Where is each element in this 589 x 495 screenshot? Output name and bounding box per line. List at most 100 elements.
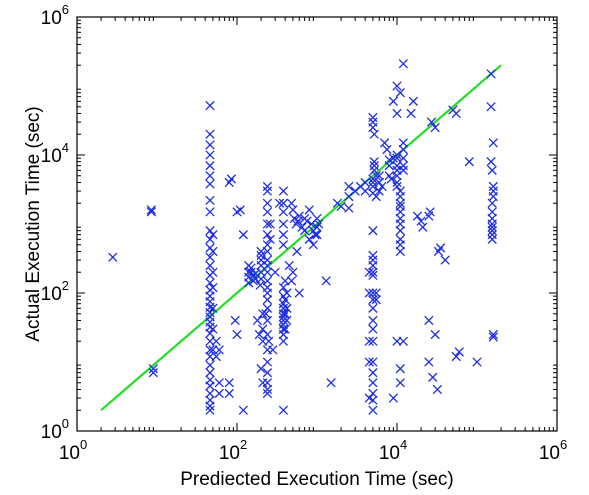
data-point <box>215 389 223 397</box>
data-point <box>206 279 214 287</box>
data-point <box>369 316 377 324</box>
data-point <box>239 230 247 238</box>
data-point <box>322 277 330 285</box>
data-point <box>488 166 496 174</box>
data-point <box>206 208 214 216</box>
y-tick-labels: 100 102 104 106 <box>41 2 69 443</box>
data-point <box>425 316 433 324</box>
data-point <box>279 230 287 238</box>
data-point <box>206 226 214 234</box>
data-point <box>489 182 497 190</box>
data-point <box>206 172 214 180</box>
data-point <box>209 230 217 238</box>
data-point <box>396 379 404 387</box>
data-point <box>247 264 255 272</box>
x-tick-label: 102 <box>219 437 247 464</box>
data-point <box>279 187 287 195</box>
data-point <box>225 389 233 397</box>
data-point <box>425 358 433 366</box>
data-point <box>206 382 214 390</box>
data-point <box>263 268 271 276</box>
data-point <box>236 206 244 214</box>
data-point <box>389 97 397 105</box>
data-point <box>487 157 495 165</box>
data-point <box>313 230 321 238</box>
data-point <box>417 217 425 225</box>
fit-line <box>101 65 501 410</box>
data-point <box>263 182 271 190</box>
y-axis-label: Actual Execution Time (sec) <box>23 106 44 341</box>
data-point <box>206 151 214 159</box>
data-point <box>239 406 247 414</box>
data-point <box>370 130 378 138</box>
x-tick-label: 106 <box>539 437 567 464</box>
data-point <box>279 241 287 249</box>
data-point <box>206 361 214 369</box>
data-point <box>215 379 223 387</box>
data-point <box>206 368 214 376</box>
data-point <box>212 337 220 345</box>
y-tick-label: 102 <box>41 278 69 305</box>
data-point <box>209 283 217 291</box>
y-tick-label: 104 <box>41 140 69 167</box>
data-point <box>279 199 287 207</box>
data-point <box>361 178 369 186</box>
data-point <box>206 180 214 188</box>
data-point <box>269 346 277 354</box>
data-point <box>309 241 317 249</box>
data-point <box>231 316 239 324</box>
data-point <box>488 235 496 243</box>
data-point <box>263 208 271 216</box>
data-point <box>206 101 214 109</box>
x-axis-label: Prediected Execution Time (sec) <box>180 469 454 490</box>
data-point <box>399 145 407 153</box>
data-point <box>365 394 373 402</box>
data-point <box>369 251 377 259</box>
data-point <box>370 157 378 165</box>
data-point <box>147 208 155 216</box>
data-point <box>489 192 497 200</box>
data-point <box>399 337 407 345</box>
data-point <box>206 329 214 337</box>
data-point <box>393 182 401 190</box>
data-point <box>452 109 460 117</box>
data-point <box>265 337 273 345</box>
data-point <box>206 161 214 169</box>
data-point <box>369 325 377 333</box>
data-point <box>345 204 353 212</box>
data-point <box>396 364 404 372</box>
data-point <box>263 199 271 207</box>
data-point <box>263 230 271 238</box>
x-tick-label: 100 <box>59 437 87 464</box>
data-point <box>225 178 233 186</box>
data-point <box>369 406 377 414</box>
data-point <box>370 161 378 169</box>
data-point <box>263 187 271 195</box>
data-point <box>206 141 214 149</box>
data-point <box>233 330 241 338</box>
data-point <box>149 368 157 376</box>
data-point <box>488 230 496 238</box>
data-point <box>305 206 313 214</box>
data-point <box>109 253 117 261</box>
data-point <box>487 70 495 78</box>
data-point <box>393 109 401 117</box>
data-point <box>369 226 377 234</box>
data-point <box>283 289 291 297</box>
fit-line-layer <box>101 65 501 410</box>
data-point <box>369 113 377 121</box>
data-point <box>305 235 313 243</box>
data-point <box>399 60 407 68</box>
data-point <box>431 123 439 131</box>
data-point <box>419 223 427 231</box>
data-point <box>253 316 261 324</box>
data-point <box>209 325 217 333</box>
data-point <box>431 330 439 338</box>
data-point <box>396 247 404 255</box>
data-point <box>407 109 415 117</box>
data-point <box>327 379 335 387</box>
data-point <box>441 256 449 264</box>
data-point <box>465 157 473 165</box>
x-tick-label: 104 <box>379 437 407 464</box>
data-point <box>206 406 214 414</box>
